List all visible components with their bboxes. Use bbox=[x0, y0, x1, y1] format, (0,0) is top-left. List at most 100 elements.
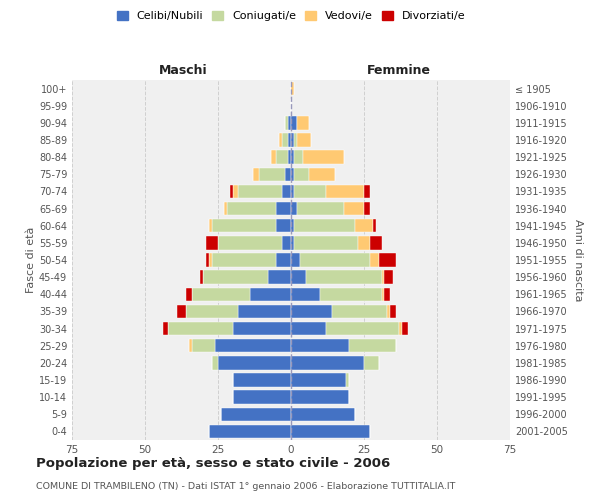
Bar bbox=[227, 202, 277, 215]
Bar bbox=[215, 339, 291, 352]
Bar bbox=[282, 184, 291, 198]
Bar bbox=[382, 270, 385, 284]
Bar bbox=[221, 408, 291, 421]
Bar bbox=[209, 254, 212, 266]
Bar bbox=[288, 150, 291, 164]
Bar bbox=[291, 339, 349, 352]
Bar bbox=[326, 322, 399, 336]
Bar bbox=[209, 424, 291, 438]
Bar bbox=[379, 254, 396, 266]
Bar bbox=[212, 356, 218, 370]
Bar bbox=[288, 116, 291, 130]
Bar bbox=[253, 168, 259, 181]
Bar bbox=[277, 254, 291, 266]
Bar bbox=[277, 219, 291, 232]
Bar bbox=[297, 202, 344, 215]
Bar bbox=[224, 202, 227, 215]
Bar bbox=[402, 322, 408, 336]
Bar bbox=[297, 116, 308, 130]
Bar bbox=[291, 288, 320, 301]
Text: COMUNE DI TRAMBILENO (TN) - Dati ISTAT 1° gennaio 2006 - Elaborazione TUTTITALIA: COMUNE DI TRAMBILENO (TN) - Dati ISTAT 1… bbox=[36, 482, 455, 491]
Bar bbox=[370, 254, 379, 266]
Bar bbox=[291, 374, 346, 386]
Bar bbox=[291, 168, 294, 181]
Bar bbox=[388, 304, 390, 318]
Bar bbox=[282, 134, 288, 146]
Bar bbox=[209, 219, 212, 232]
Bar bbox=[291, 150, 294, 164]
Bar bbox=[282, 236, 291, 250]
Bar bbox=[355, 219, 373, 232]
Bar bbox=[294, 236, 358, 250]
Bar bbox=[238, 304, 291, 318]
Bar bbox=[326, 184, 364, 198]
Bar bbox=[320, 288, 382, 301]
Y-axis label: Anni di nascita: Anni di nascita bbox=[573, 219, 583, 301]
Bar bbox=[291, 356, 364, 370]
Bar bbox=[349, 339, 396, 352]
Bar bbox=[177, 304, 186, 318]
Bar bbox=[291, 322, 326, 336]
Bar bbox=[346, 374, 349, 386]
Text: Maschi: Maschi bbox=[158, 64, 207, 76]
Bar bbox=[305, 270, 382, 284]
Bar bbox=[294, 219, 355, 232]
Bar bbox=[370, 236, 382, 250]
Bar bbox=[291, 184, 294, 198]
Bar bbox=[297, 134, 311, 146]
Bar bbox=[277, 202, 291, 215]
Bar bbox=[294, 134, 297, 146]
Bar bbox=[382, 288, 385, 301]
Bar bbox=[291, 219, 294, 232]
Bar bbox=[277, 150, 288, 164]
Bar bbox=[364, 184, 370, 198]
Bar bbox=[163, 322, 169, 336]
Bar bbox=[169, 322, 233, 336]
Bar bbox=[280, 134, 282, 146]
Bar bbox=[203, 270, 268, 284]
Y-axis label: Fasce di età: Fasce di età bbox=[26, 227, 36, 293]
Text: Femmine: Femmine bbox=[367, 64, 431, 76]
Bar bbox=[233, 184, 238, 198]
Bar bbox=[291, 134, 294, 146]
Bar bbox=[291, 270, 305, 284]
Legend: Celibi/Nubili, Coniugati/e, Vedovi/e, Divorziati/e: Celibi/Nubili, Coniugati/e, Vedovi/e, Di… bbox=[112, 6, 470, 26]
Text: Popolazione per età, sesso e stato civile - 2006: Popolazione per età, sesso e stato civil… bbox=[36, 456, 390, 469]
Bar bbox=[230, 184, 233, 198]
Bar bbox=[259, 168, 285, 181]
Bar bbox=[250, 288, 291, 301]
Bar bbox=[364, 356, 379, 370]
Bar bbox=[332, 304, 388, 318]
Bar bbox=[285, 168, 291, 181]
Bar bbox=[285, 116, 288, 130]
Bar bbox=[302, 150, 344, 164]
Bar bbox=[192, 288, 250, 301]
Bar bbox=[399, 322, 402, 336]
Bar bbox=[192, 339, 215, 352]
Bar bbox=[294, 184, 326, 198]
Bar bbox=[344, 202, 364, 215]
Bar bbox=[206, 236, 218, 250]
Bar bbox=[291, 408, 355, 421]
Bar bbox=[189, 339, 192, 352]
Bar bbox=[233, 322, 291, 336]
Bar bbox=[291, 304, 332, 318]
Bar bbox=[268, 270, 291, 284]
Bar bbox=[294, 150, 302, 164]
Bar bbox=[300, 254, 370, 266]
Bar bbox=[358, 236, 370, 250]
Bar bbox=[364, 202, 370, 215]
Bar bbox=[385, 270, 393, 284]
Bar bbox=[200, 270, 203, 284]
Bar bbox=[212, 219, 277, 232]
Bar bbox=[373, 219, 376, 232]
Bar bbox=[291, 82, 294, 96]
Bar bbox=[291, 254, 300, 266]
Bar bbox=[238, 184, 282, 198]
Bar bbox=[385, 288, 390, 301]
Bar bbox=[294, 168, 308, 181]
Bar bbox=[218, 236, 282, 250]
Bar bbox=[271, 150, 277, 164]
Bar bbox=[212, 254, 277, 266]
Bar bbox=[291, 202, 297, 215]
